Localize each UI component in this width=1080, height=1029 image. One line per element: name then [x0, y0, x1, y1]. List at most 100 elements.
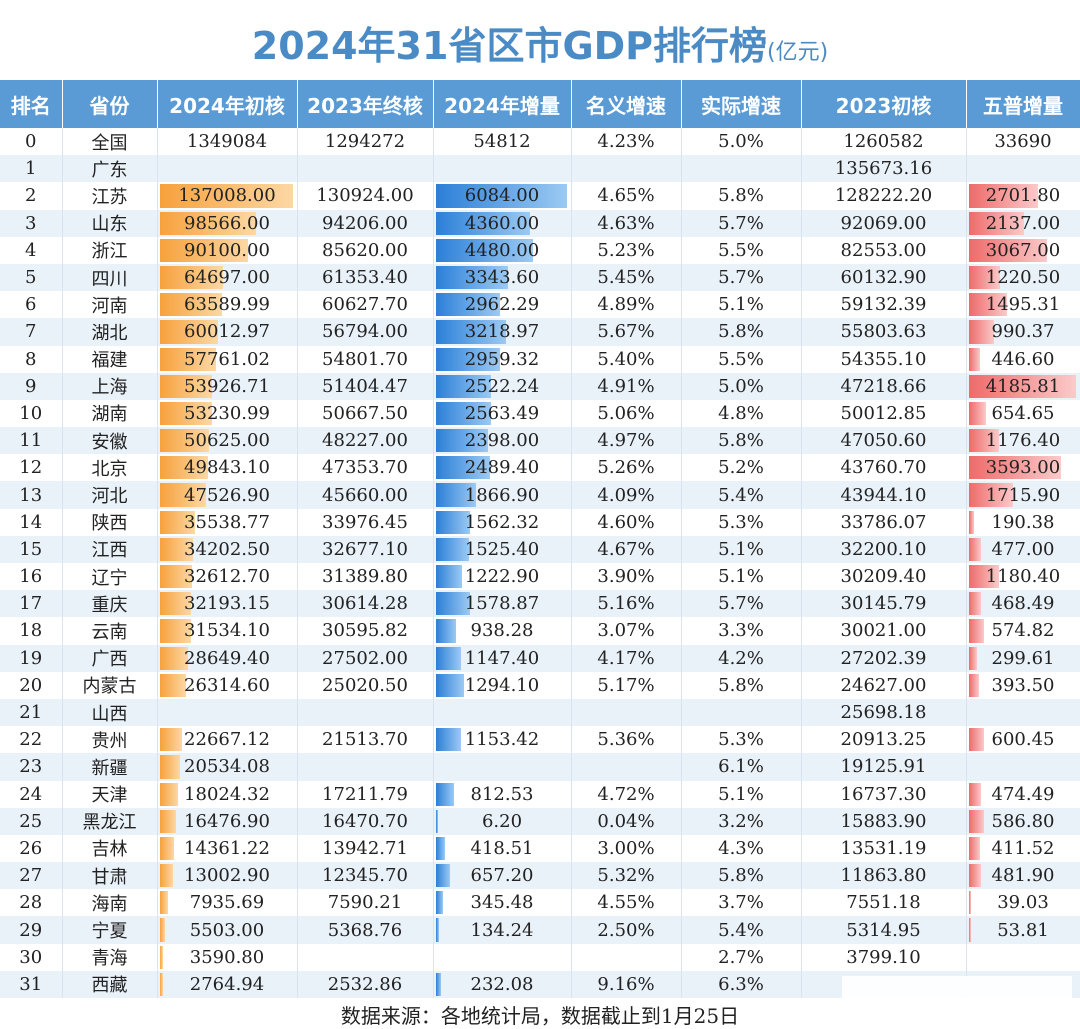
- cell-gdp-2023-initial: 43760.70: [801, 454, 967, 482]
- cell-gdp-2023-final: 94206.00: [297, 209, 434, 237]
- data-bar: [435, 565, 462, 589]
- cell-province: 湖北: [62, 318, 158, 346]
- cell-value: 21513.70: [322, 729, 408, 751]
- cell-nominal-growth: 5.26%: [571, 454, 682, 482]
- cell-value: 32200.10: [840, 538, 927, 560]
- data-bar: [159, 619, 191, 643]
- cell-gdp-2024: 63589.99: [157, 291, 298, 319]
- cell-province: 广西: [62, 644, 158, 672]
- cell-value: 20913.25: [840, 729, 927, 751]
- cell-census-increase: 990.37: [966, 318, 1080, 346]
- cell-value: 39.03: [997, 892, 1049, 914]
- cell-gdp-2024: 31534.10: [157, 617, 298, 645]
- cell-rank: 8: [0, 345, 63, 373]
- data-bar: [159, 347, 216, 371]
- cell-gdp-2023-initial: 30021.00: [801, 617, 967, 645]
- cell-increase-2024: 1578.87: [433, 590, 572, 618]
- cell-value: 2.7%: [718, 946, 764, 968]
- cell-increase-2024: 1147.40: [433, 644, 572, 672]
- cell-value: 14361.22: [184, 837, 270, 859]
- data-bar: [435, 836, 445, 861]
- cell-value: 33690: [994, 131, 1052, 153]
- cell-gdp-2023-initial: 92069.00: [801, 209, 967, 237]
- cell-value: 5.16%: [597, 593, 655, 615]
- cell-value: 1294.10: [464, 674, 540, 696]
- data-bar: [159, 293, 222, 317]
- cell-gdp-2024: [157, 155, 298, 183]
- cell-value: 天津: [91, 785, 128, 807]
- cell-gdp-2024: 13002.90: [157, 862, 298, 890]
- cell-real-growth: 5.1%: [681, 291, 802, 319]
- cell-increase-2024: [433, 155, 572, 183]
- cell-nominal-growth: 4.91%: [571, 372, 682, 400]
- cell-value: 3: [25, 212, 37, 234]
- cell-gdp-2023-final: [297, 753, 434, 781]
- cell-gdp-2024: 53926.71: [157, 372, 298, 400]
- cell-value: 137008.00: [178, 185, 276, 207]
- cell-census-increase: 1220.50: [966, 263, 1080, 292]
- cell-value: 4.65%: [597, 185, 655, 207]
- data-bar: [159, 809, 176, 833]
- cell-rank: 21: [0, 698, 63, 727]
- cell-value: 7: [25, 321, 37, 343]
- cell-value: 13002.90: [184, 865, 270, 887]
- data-bar: [159, 238, 248, 262]
- cell-province: 黑龙江: [62, 807, 158, 835]
- cell-real-growth: 3.2%: [681, 807, 802, 835]
- cell-gdp-2023-initial: 27202.39: [801, 644, 967, 672]
- cell-value: 3218.97: [464, 321, 540, 343]
- cell-value: 湖北: [91, 322, 128, 344]
- cell-gdp-2023-final: 61353.40: [297, 263, 434, 292]
- cell-real-growth: 5.1%: [681, 780, 802, 808]
- cell-value: 11863.80: [840, 865, 927, 887]
- cell-value: 474.49: [991, 783, 1055, 805]
- cell-value: 4.2%: [718, 647, 764, 669]
- cell-increase-2024: 6.20: [433, 807, 572, 835]
- cell-gdp-2023-final: 48227.00: [297, 427, 434, 455]
- cell-value: 全国: [91, 132, 128, 154]
- header-nominal-growth: 名义增速: [571, 80, 682, 128]
- cell-census-increase: 2701.80: [966, 182, 1080, 210]
- cell-gdp-2023-initial: 13531.19: [801, 834, 967, 863]
- cell-gdp-2023-final: 27502.00: [297, 644, 434, 672]
- cell-value: 6: [25, 294, 37, 316]
- cell-gdp-2024: 32612.70: [157, 563, 298, 591]
- data-bar: [435, 537, 469, 561]
- cell-gdp-2024: 60012.97: [157, 318, 298, 346]
- cell-value: 20: [19, 674, 43, 696]
- cell-gdp-2023-initial: 50012.85: [801, 399, 967, 428]
- cell-increase-2024: 3218.97: [433, 318, 572, 346]
- cell-province: 甘肃: [62, 862, 158, 890]
- cell-increase-2024: 2489.40: [433, 454, 572, 482]
- cell-real-growth: 6.3%: [681, 970, 802, 998]
- cell-value: 4.09%: [597, 484, 655, 506]
- cell-gdp-2023-final: 16470.70: [297, 807, 434, 835]
- cell-gdp-2023-final: 2532.86: [297, 970, 434, 998]
- cell-nominal-growth: 5.40%: [571, 345, 682, 373]
- cell-rank: 1: [0, 155, 63, 183]
- cell-value: 福建: [91, 350, 128, 372]
- cell-value: 重庆: [91, 594, 128, 616]
- data-bar: [435, 401, 491, 426]
- header-census-increase: 五普增量: [966, 80, 1080, 128]
- cell-census-increase: 1715.90: [966, 481, 1080, 509]
- table-row: 4 浙江 90100.00 85620.00 4480.00 5.23% 5.5% 82553…: [0, 236, 1080, 264]
- cell-value: 辽宁: [91, 567, 128, 589]
- cell-value: 128222.20: [834, 185, 933, 207]
- cell-value: 3593.00: [985, 457, 1061, 479]
- cell-value: 26: [19, 837, 43, 859]
- cell-value: 吉林: [91, 839, 128, 861]
- cell-value: 25020.50: [322, 674, 408, 696]
- table-row: 14 陕西 35538.77 33976.45 1562.32 4.60% 5.3% 3378…: [0, 508, 1080, 536]
- cell-value: 1222.90: [464, 566, 540, 588]
- cell-increase-2024: 2959.32: [433, 345, 572, 373]
- data-bar: [968, 918, 971, 942]
- cell-value: 50667.50: [322, 402, 408, 424]
- data-bar: [159, 211, 256, 235]
- cell-value: 10: [19, 402, 43, 424]
- cell-nominal-growth: 2.50%: [571, 916, 682, 944]
- cell-nominal-growth: 9.16%: [571, 970, 682, 998]
- cell-gdp-2023-final: 130924.00: [297, 182, 434, 210]
- cell-value: 16737.30: [840, 783, 927, 805]
- cell-census-increase: 474.49: [966, 780, 1080, 808]
